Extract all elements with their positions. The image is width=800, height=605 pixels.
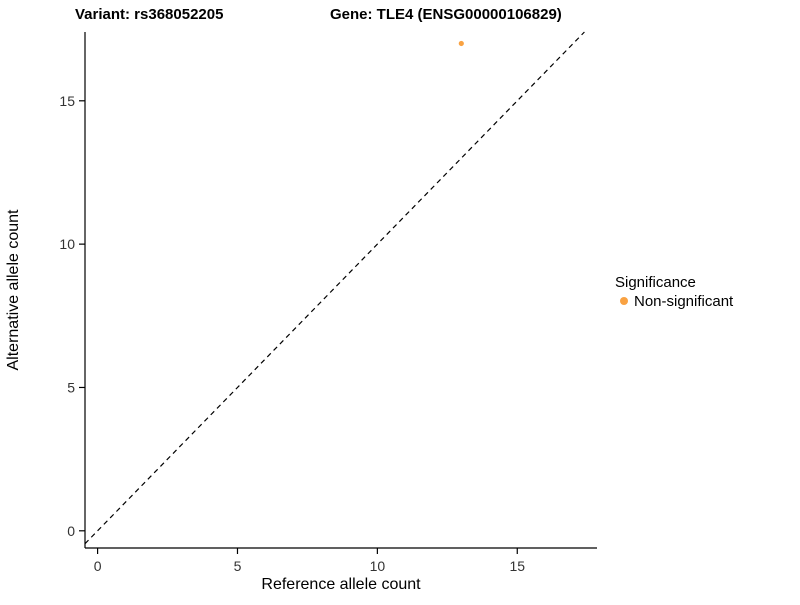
- data-point: [458, 40, 464, 47]
- legend: Significance Non-significant: [615, 274, 734, 310]
- y-tick-label: 0: [67, 523, 75, 539]
- x-tick-label: 10: [370, 558, 386, 574]
- x-tick-label: 0: [94, 558, 102, 574]
- x-tick-label: 5: [234, 558, 242, 574]
- variant-title: Variant: rs368052205: [75, 6, 223, 23]
- gene-title: Gene: TLE4 (ENSG00000106829): [330, 6, 562, 23]
- legend-entry-label: Non-significant: [634, 293, 734, 310]
- x-axis-label: Reference allele count: [261, 576, 421, 593]
- x-tick-label: 15: [509, 558, 525, 574]
- y-tick-label: 5: [67, 379, 75, 395]
- y-axis-label: Alternative allele count: [5, 209, 22, 371]
- legend-point-icon: [620, 297, 628, 305]
- identity-line: [84, 31, 585, 545]
- y-tick-label: 15: [59, 93, 75, 109]
- legend-title: Significance: [615, 274, 696, 291]
- plot-panel: 0 5 10 15 0 5 10 15: [59, 31, 597, 574]
- y-tick-label: 10: [59, 236, 75, 252]
